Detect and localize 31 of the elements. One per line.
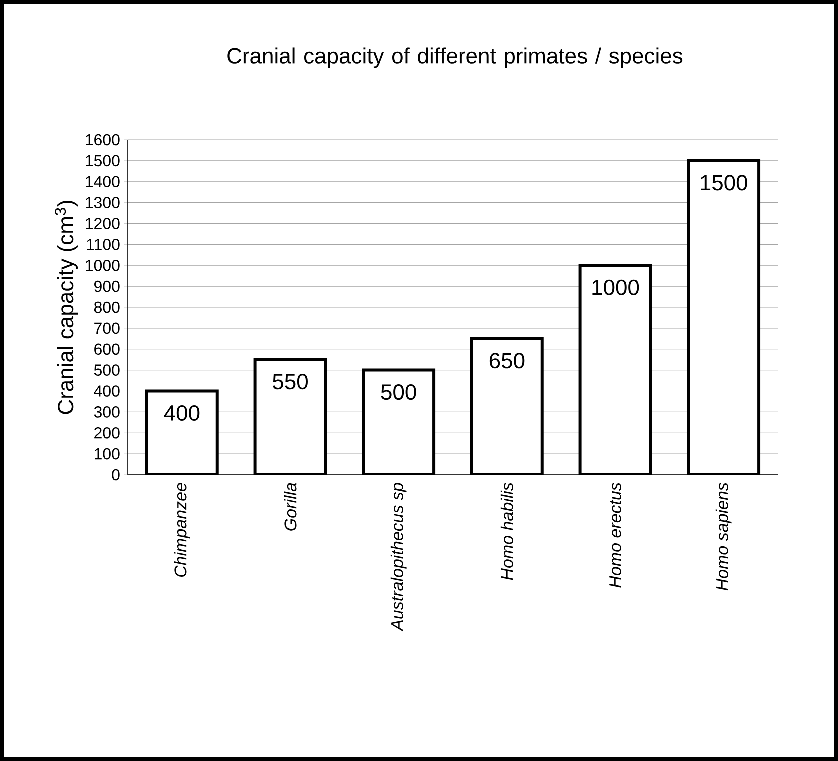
- x-tick-label: Homo sapiens: [716, 482, 732, 591]
- y-tick-label: 100: [94, 448, 120, 460]
- y-tick-label: 900: [94, 280, 120, 292]
- y-tick-label: 1500: [86, 155, 120, 167]
- y-tick-label: 800: [94, 302, 120, 314]
- y-tick-label: 600: [94, 344, 120, 356]
- y-tick-label: 1400: [86, 176, 120, 188]
- y-tick-label: 700: [94, 322, 120, 334]
- y-tick-label: 1300: [86, 197, 120, 208]
- y-tick-label: 1100: [87, 239, 120, 250]
- y-tick-label: 500: [94, 364, 120, 376]
- y-tick-label: 1200: [86, 218, 120, 230]
- data-label: 1500: [701, 175, 748, 191]
- x-tick-label: Homo habilis: [500, 482, 514, 580]
- y-tick-label: 1000: [86, 260, 120, 272]
- chart-title: Cranial capacity of different primates / species: [228, 48, 683, 68]
- x-tick-label: Chimpanzee: [174, 483, 190, 578]
- data-label: 550: [273, 374, 308, 390]
- x-tick-label: Australopithecus sp: [390, 483, 407, 632]
- data-label: 650: [490, 353, 525, 369]
- y-tick-label: 1600: [86, 134, 120, 146]
- data-label: 1000: [592, 280, 640, 296]
- y-tick-label: 200: [94, 427, 120, 439]
- data-label: 500: [381, 384, 416, 400]
- y-tick-label: 0: [112, 469, 120, 481]
- x-tick-label: Gorilla: [284, 483, 297, 531]
- y-tick-label: 400: [94, 386, 120, 397]
- y-axis-title: Cranial capacity (cm$^{3}$): [55, 201, 78, 414]
- y-tick-label: 300: [94, 406, 120, 418]
- data-label: 400: [164, 405, 200, 422]
- x-tick-label: Homo erectus: [610, 482, 622, 588]
